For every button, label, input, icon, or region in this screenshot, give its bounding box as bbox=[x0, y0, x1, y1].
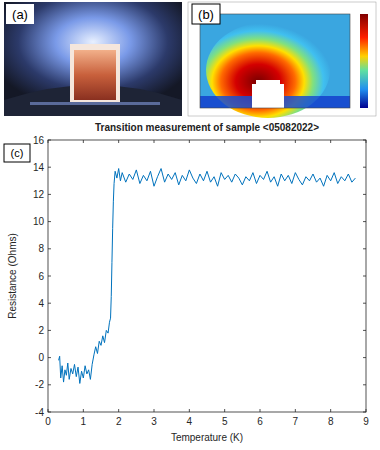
x-tick bbox=[154, 409, 155, 412]
y-tick-label: 2 bbox=[38, 325, 44, 336]
y-tick bbox=[48, 357, 51, 358]
y-tick bbox=[48, 248, 51, 249]
x-tick-label: 4 bbox=[187, 416, 193, 427]
y-tick bbox=[363, 303, 366, 304]
x-tick bbox=[330, 140, 331, 143]
x-tick bbox=[366, 409, 367, 412]
x-tick bbox=[330, 409, 331, 412]
x-tick-label: 1 bbox=[81, 416, 87, 427]
y-tick-label: -2 bbox=[35, 379, 44, 390]
y-tick bbox=[48, 167, 51, 168]
x-tick bbox=[118, 409, 119, 412]
x-tick-label: 3 bbox=[151, 416, 157, 427]
y-tick bbox=[363, 276, 366, 277]
x-tick bbox=[83, 140, 84, 143]
x-tick-label: 2 bbox=[116, 416, 122, 427]
y-tick-label: 10 bbox=[33, 216, 45, 227]
data-line bbox=[59, 169, 356, 384]
x-tick-label: 7 bbox=[293, 416, 299, 427]
y-tick-label: -4 bbox=[35, 407, 44, 418]
x-tick bbox=[48, 409, 49, 412]
x-tick bbox=[83, 409, 84, 412]
y-tick bbox=[363, 194, 366, 195]
y-tick bbox=[363, 221, 366, 222]
y-axis-title: Resistance (Ohms) bbox=[7, 233, 18, 319]
x-tick-label: 9 bbox=[363, 416, 369, 427]
x-tick bbox=[260, 409, 261, 412]
x-tick bbox=[295, 409, 296, 412]
y-tick bbox=[48, 384, 51, 385]
photo-sample-glow bbox=[70, 44, 120, 102]
panel-label-box bbox=[4, 144, 30, 162]
panel-label: (c) bbox=[11, 147, 24, 159]
x-tick-label: 8 bbox=[328, 416, 334, 427]
y-tick bbox=[363, 384, 366, 385]
x-tick bbox=[118, 140, 119, 143]
y-tick-label: 8 bbox=[38, 243, 44, 254]
y-tick bbox=[48, 276, 51, 277]
x-tick bbox=[154, 140, 155, 143]
y-tick bbox=[48, 330, 51, 331]
chart-title: Transition measurement of sample <050820… bbox=[95, 122, 319, 133]
x-axis-title: Temperature (K) bbox=[171, 432, 243, 443]
x-tick bbox=[189, 409, 190, 412]
y-tick bbox=[363, 167, 366, 168]
figure: (a) (b) Transition measurement of sample <… bbox=[0, 0, 380, 450]
y-tick bbox=[363, 412, 366, 413]
photo-background bbox=[4, 2, 182, 116]
panel-label-box bbox=[6, 4, 34, 24]
panel-label-box bbox=[192, 4, 220, 24]
photo-sample bbox=[74, 50, 116, 100]
y-tick-label: 4 bbox=[38, 298, 44, 309]
plot-area bbox=[59, 169, 356, 384]
y-tick bbox=[48, 221, 51, 222]
y-tick-label: 12 bbox=[33, 189, 45, 200]
y-tick bbox=[48, 140, 51, 141]
y-tick bbox=[363, 330, 366, 331]
x-tick-label: 5 bbox=[222, 416, 228, 427]
sim-colorbar bbox=[360, 14, 368, 108]
y-tick bbox=[48, 412, 51, 413]
x-tick bbox=[48, 140, 49, 143]
x-tick bbox=[260, 140, 261, 143]
y-tick-label: 0 bbox=[38, 352, 44, 363]
y-tick bbox=[363, 357, 366, 358]
y-tick-label: 16 bbox=[33, 135, 45, 146]
panel-label: (b) bbox=[198, 7, 214, 22]
x-tick-label: 6 bbox=[257, 416, 263, 427]
y-tick bbox=[363, 248, 366, 249]
plot-frame bbox=[48, 140, 366, 412]
sim-sample bbox=[252, 80, 284, 108]
y-tick-label: 14 bbox=[33, 162, 45, 173]
x-tick bbox=[189, 140, 190, 143]
y-tick bbox=[363, 140, 366, 141]
y-tick bbox=[48, 194, 51, 195]
sim-axes bbox=[200, 14, 350, 108]
x-tick bbox=[295, 140, 296, 143]
x-tick-label: 0 bbox=[45, 416, 51, 427]
x-tick bbox=[366, 140, 367, 143]
x-tick bbox=[224, 140, 225, 143]
panel-label: (a) bbox=[12, 7, 28, 22]
y-tick bbox=[48, 303, 51, 304]
x-tick bbox=[224, 409, 225, 412]
y-tick-label: 6 bbox=[38, 271, 44, 282]
photo-stage bbox=[30, 102, 160, 105]
